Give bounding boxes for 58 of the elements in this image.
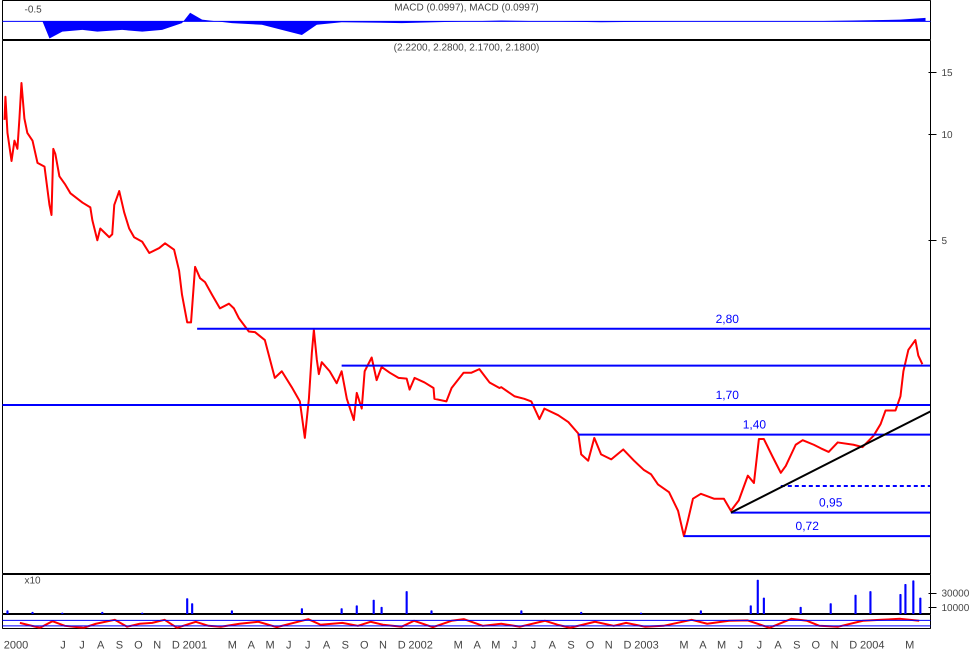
x-tick-label: J bbox=[756, 640, 762, 652]
y-tick-label: 15 bbox=[942, 68, 954, 80]
x-tick-label: A bbox=[699, 640, 708, 652]
x-tick-label: A bbox=[322, 640, 331, 652]
annotation: -0.5 bbox=[24, 4, 42, 16]
x-tick-label: O bbox=[812, 640, 821, 652]
x-tick-label: S bbox=[793, 640, 801, 652]
x-tick-label: S bbox=[116, 640, 124, 652]
series-label: 0,72 bbox=[796, 519, 820, 534]
x-tick-label: S bbox=[567, 640, 575, 652]
x-tick-label: M bbox=[265, 640, 275, 652]
x-tick-label: D bbox=[849, 640, 858, 652]
x-tick-label: A bbox=[97, 640, 106, 652]
annotation: x10 bbox=[24, 576, 42, 586]
x-tick-label: 2002 bbox=[408, 640, 433, 652]
x-tick-label: J bbox=[286, 640, 292, 652]
y-tick-label: 5 bbox=[942, 236, 948, 247]
y-tick-label: 30000 bbox=[942, 588, 970, 600]
series-label: 0,95 bbox=[819, 496, 843, 510]
x-tick-label: J bbox=[79, 640, 85, 652]
x-tick-label: D bbox=[398, 640, 406, 652]
x-tick-label: M bbox=[228, 640, 237, 652]
series-label: 2,80 bbox=[716, 312, 740, 326]
x-tick-label: J bbox=[305, 640, 311, 652]
x-tick-label: 2004 bbox=[860, 640, 884, 652]
x-tick-label: S bbox=[342, 640, 349, 652]
y-tick-label: 10 bbox=[942, 130, 954, 141]
x-tick-label: J bbox=[530, 640, 536, 652]
x-tick-label: N bbox=[378, 640, 387, 652]
x-tick-label: M bbox=[717, 640, 726, 652]
x-tick-label: D bbox=[624, 640, 632, 652]
chart-title: MACD (0.0997), MACD (0.0997) bbox=[394, 2, 539, 14]
chart-title: (2.2200, 2.2800, 2.1700, 2.1800) bbox=[394, 42, 540, 54]
x-tick-label: M bbox=[454, 640, 463, 652]
x-tick-label: O bbox=[360, 640, 369, 652]
x-tick-label: A bbox=[548, 640, 557, 652]
x-tick-label: 2001 bbox=[182, 640, 208, 652]
x-tick-label: J bbox=[60, 640, 66, 652]
series-label: 1,40 bbox=[742, 418, 766, 432]
x-tick-label: M bbox=[679, 640, 689, 652]
x-tick-label: A bbox=[473, 640, 482, 652]
x-tick-label: M bbox=[491, 640, 500, 652]
x-tick-label: O bbox=[586, 640, 595, 652]
x-tick-label: A bbox=[248, 640, 256, 652]
x-tick-label: O bbox=[134, 640, 144, 652]
x-tick-label: J bbox=[738, 640, 744, 652]
line-series bbox=[4, 82, 924, 538]
x-tick-label: D bbox=[172, 640, 180, 652]
x-tick-label: N bbox=[153, 640, 162, 652]
x-tick-label: 2003 bbox=[634, 640, 659, 652]
x-tick-label: J bbox=[512, 640, 518, 652]
y-tick-label: 10000 bbox=[942, 602, 970, 614]
x-tick-label: N bbox=[604, 640, 613, 652]
x-tick-label: M bbox=[905, 640, 914, 652]
x-tick-label: A bbox=[774, 640, 782, 652]
x-tick-label: 2000 bbox=[4, 640, 28, 652]
series-label: 1,70 bbox=[716, 388, 740, 402]
x-tick-label: N bbox=[830, 640, 839, 652]
